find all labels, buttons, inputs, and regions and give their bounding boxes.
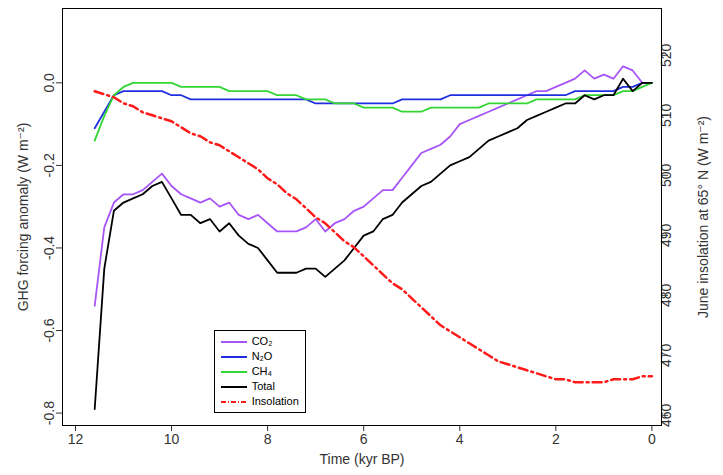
svg-text:480: 480 bbox=[658, 283, 674, 307]
html-text:CO₂: CO₂ bbox=[251, 335, 273, 347]
svg-text:GHG forcing anomaly (W m⁻²): GHG forcing anomaly (W m⁻²) bbox=[15, 123, 31, 312]
svg-text:-0.8: -0.8 bbox=[41, 401, 57, 425]
svg-text:4: 4 bbox=[456, 431, 464, 447]
svg-text:460: 460 bbox=[658, 403, 674, 427]
svg-text:0: 0 bbox=[648, 431, 656, 447]
svg-text:500: 500 bbox=[658, 163, 674, 187]
svg-text:2: 2 bbox=[552, 431, 560, 447]
svg-text:12: 12 bbox=[68, 431, 84, 447]
html-text:Insolation: Insolation bbox=[251, 395, 299, 407]
svg-text:-0.2: -0.2 bbox=[41, 153, 57, 177]
svg-text:520: 520 bbox=[658, 43, 674, 67]
svg-text:8: 8 bbox=[264, 431, 272, 447]
svg-text:10: 10 bbox=[164, 431, 180, 447]
svg-text:Time (kyr BP): Time (kyr BP) bbox=[319, 451, 404, 467]
html-text:CH₄: CH₄ bbox=[251, 365, 272, 377]
svg-text:-0.4: -0.4 bbox=[41, 236, 57, 260]
html-text:N₂O: N₂O bbox=[251, 350, 273, 362]
svg-text:490: 490 bbox=[658, 223, 674, 247]
html-text:Total: Total bbox=[251, 380, 275, 392]
svg-text:470: 470 bbox=[658, 343, 674, 367]
svg-text:0.0: 0.0 bbox=[41, 73, 57, 93]
svg-text:6: 6 bbox=[360, 431, 368, 447]
svg-text:June insolation at 65° N (W m⁻: June insolation at 65° N (W m⁻²) bbox=[695, 116, 711, 318]
svg-text:510: 510 bbox=[658, 103, 674, 127]
svg-text:-0.6: -0.6 bbox=[41, 318, 57, 342]
